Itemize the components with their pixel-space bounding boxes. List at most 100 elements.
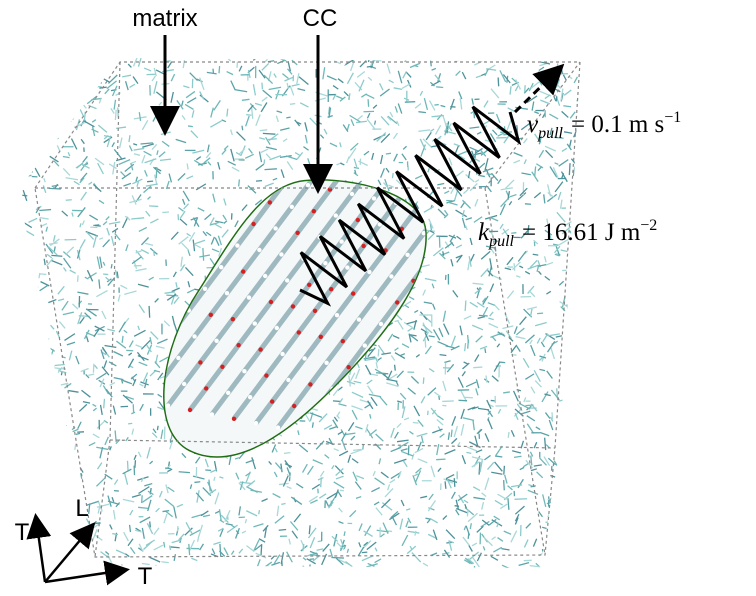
matrix-bond <box>405 55 409 62</box>
matrix-bond <box>455 60 459 61</box>
matrix-bond <box>25 170 33 172</box>
matrix-bond <box>372 153 374 160</box>
matrix-bond <box>43 185 45 192</box>
matrix-bond <box>568 367 571 377</box>
matrix-bond <box>74 525 78 534</box>
matrix-bond <box>554 545 560 554</box>
matrix-bond <box>31 308 40 309</box>
cc-atom <box>251 222 255 226</box>
matrix-bond <box>134 154 140 156</box>
matrix-bond <box>271 556 274 559</box>
matrix-bond <box>45 353 52 357</box>
matrix-bond <box>325 455 329 459</box>
matrix-bond <box>365 404 371 408</box>
matrix-bond <box>82 220 84 224</box>
matrix-bond <box>393 518 397 526</box>
matrix-bond <box>303 147 308 151</box>
matrix-bond <box>143 186 151 193</box>
matrix-bond <box>464 316 471 319</box>
matrix-bond <box>183 60 184 68</box>
matrix-bond <box>160 491 163 497</box>
matrix-bond <box>460 98 461 109</box>
matrix-bond <box>56 435 64 440</box>
cc-atom <box>386 447 390 451</box>
matrix-bond <box>437 419 443 424</box>
matrix-bond <box>110 383 115 386</box>
matrix-bond <box>242 99 250 100</box>
cc-atom <box>257 248 261 252</box>
matrix-bond <box>466 174 475 181</box>
matrix-bond <box>156 508 160 512</box>
matrix-bond <box>78 207 85 216</box>
matrix-bond <box>246 546 254 552</box>
matrix-bond <box>82 103 86 108</box>
matrix-bond <box>389 371 392 378</box>
axis-label: T <box>15 519 30 546</box>
matrix-bond <box>108 555 112 563</box>
matrix-bond <box>162 212 169 213</box>
matrix-bond <box>355 482 361 490</box>
matrix-bond <box>181 257 182 267</box>
matrix-bond <box>486 375 487 382</box>
matrix-bond <box>284 453 290 454</box>
matrix-bond <box>406 509 410 510</box>
subscript: pull <box>488 233 514 250</box>
matrix-bond <box>142 144 154 147</box>
matrix-bond <box>498 77 499 86</box>
cc-atom <box>258 347 262 351</box>
cc-atom <box>300 157 304 161</box>
matrix-bond <box>458 377 463 387</box>
matrix-bond <box>486 174 491 175</box>
matrix-bond <box>100 257 102 268</box>
matrix-bond <box>305 135 307 143</box>
matrix-bond <box>423 377 424 383</box>
matrix-bond <box>505 268 511 270</box>
matrix-bond <box>410 546 412 550</box>
matrix-bond <box>430 101 435 111</box>
matrix-bond <box>532 102 534 111</box>
cc-atom <box>262 174 266 178</box>
matrix-bond <box>484 101 488 108</box>
matrix-bond <box>524 540 528 548</box>
matrix-bond <box>438 416 443 420</box>
matrix-bond <box>162 141 169 146</box>
matrix-bond <box>518 479 523 488</box>
matrix-bond <box>456 171 463 177</box>
matrix-bond <box>469 127 479 128</box>
matrix-bond <box>401 500 404 506</box>
matrix-bond <box>462 218 465 228</box>
matrix-bond <box>93 126 95 136</box>
matrix-bond <box>149 557 160 562</box>
matrix-bond <box>543 494 546 507</box>
matrix-bond <box>575 184 578 188</box>
matrix-bond <box>416 354 419 357</box>
cc-atom <box>254 421 258 425</box>
matrix-bond <box>132 195 136 204</box>
matrix-bond <box>45 66 55 69</box>
matrix-bond <box>236 473 239 480</box>
matrix-bond <box>492 520 502 526</box>
matrix-bond <box>260 130 267 131</box>
matrix-bond <box>276 116 278 122</box>
matrix-bond <box>558 192 561 200</box>
matrix-bond <box>488 419 492 430</box>
matrix-bond <box>286 156 297 160</box>
matrix-bond <box>516 276 520 278</box>
matrix-bond <box>373 105 377 108</box>
matrix-bond <box>114 480 117 485</box>
matrix-bond <box>476 379 478 388</box>
matrix-bond <box>116 341 125 348</box>
matrix-bond <box>104 360 106 367</box>
matrix-bond <box>378 180 381 185</box>
matrix-bond <box>369 394 381 396</box>
cc-atom <box>373 296 377 300</box>
cc-atom <box>439 309 443 313</box>
matrix-bond <box>47 254 52 258</box>
matrix-bond <box>114 100 115 110</box>
matrix-bond <box>81 76 84 79</box>
matrix-bond <box>497 114 500 123</box>
matrix-bond <box>64 65 73 68</box>
matrix-bond <box>563 106 571 107</box>
matrix-bond <box>49 460 51 465</box>
matrix-bond <box>43 400 49 401</box>
